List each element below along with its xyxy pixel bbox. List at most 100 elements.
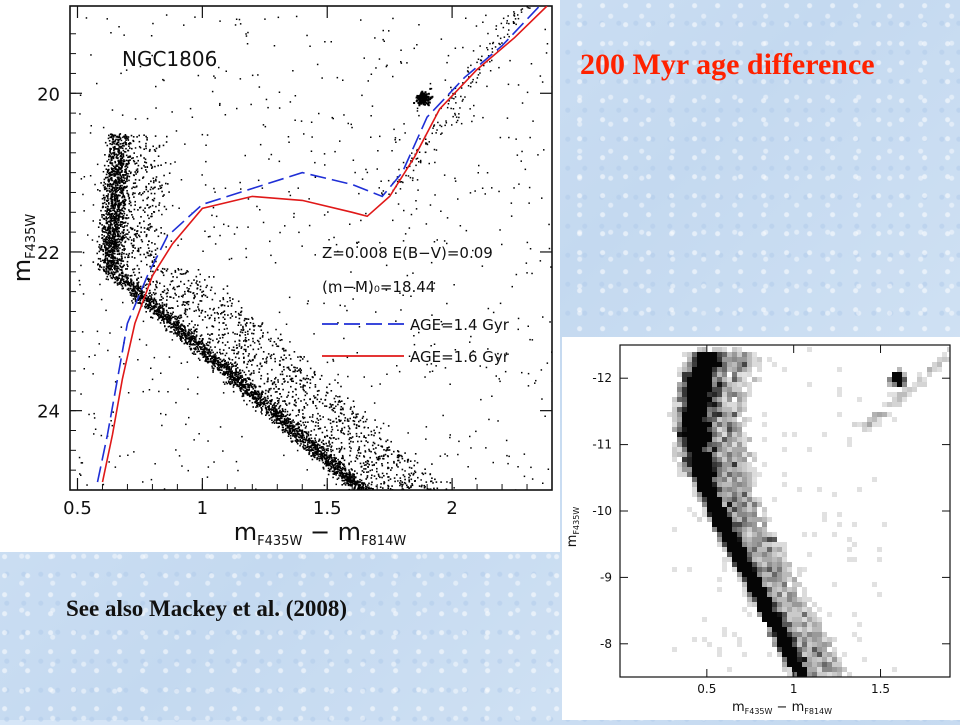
star-point: [158, 305, 161, 308]
star-point: [111, 135, 114, 137]
star-point: [177, 320, 179, 323]
star-point: [287, 426, 289, 429]
star-point: [112, 137, 114, 140]
star-point: [238, 339, 241, 342]
star-point: [198, 340, 200, 343]
star-point: [349, 476, 352, 479]
star-point: [112, 276, 115, 278]
star-point: [256, 399, 259, 402]
star-point: [274, 391, 277, 393]
star-point: [248, 389, 250, 391]
star-point: [314, 451, 316, 453]
star-point: [256, 364, 259, 367]
star-point: [374, 496, 376, 498]
star-point: [344, 474, 347, 477]
star-point: [114, 180, 116, 183]
star-point: [106, 257, 108, 260]
star-point: [123, 249, 125, 252]
star-point: [106, 251, 109, 254]
star-point: [186, 338, 188, 340]
star-point: [329, 460, 331, 463]
star-point: [170, 272, 173, 275]
star-point: [335, 417, 337, 420]
star-point: [226, 376, 229, 379]
star-point: [174, 325, 177, 327]
star-point: [260, 346, 262, 349]
star-point: [313, 453, 315, 455]
star-point: [348, 462, 350, 465]
star-point: [235, 367, 237, 370]
star-point: [103, 269, 105, 272]
star-point: [107, 239, 110, 242]
star-point: [321, 449, 324, 451]
star-point: [281, 429, 284, 432]
star-point: [238, 343, 241, 345]
star-point: [363, 456, 366, 458]
star-point: [125, 142, 127, 144]
star-point: [368, 487, 370, 489]
star-point: [106, 229, 108, 232]
star-point: [330, 430, 333, 433]
star-point: [389, 488, 392, 490]
star-point: [144, 166, 146, 168]
star-point: [265, 414, 267, 416]
star-point: [200, 300, 203, 302]
star-point: [111, 248, 114, 251]
star-point: [330, 467, 333, 469]
star-point: [228, 357, 230, 360]
star-point: [213, 367, 215, 370]
star-point: [257, 325, 260, 327]
star-point: [164, 315, 167, 317]
star-point: [106, 275, 109, 278]
star-point: [114, 252, 116, 255]
star-point: [382, 497, 384, 499]
star-point: [155, 306, 157, 308]
star-point: [161, 302, 164, 304]
star-point: [110, 223, 112, 226]
star-point: [256, 390, 259, 393]
star-point: [285, 429, 287, 432]
star-point: [120, 181, 122, 183]
star-point: [197, 308, 200, 310]
star-point: [368, 493, 370, 495]
star-point: [401, 455, 403, 458]
star-point: [240, 329, 243, 331]
star-point: [252, 394, 255, 397]
star-point: [204, 279, 206, 281]
star-point: [122, 279, 124, 281]
star-point: [296, 428, 298, 430]
star-point: [400, 454, 402, 457]
star-point: [338, 472, 341, 474]
star-point: [247, 378, 250, 380]
star-point: [147, 247, 150, 249]
star-point: [120, 216, 122, 218]
star-point: [318, 453, 321, 455]
star-point: [98, 235, 100, 238]
star-point: [375, 456, 378, 459]
star-point: [288, 426, 291, 428]
star-point: [338, 460, 340, 463]
star-point: [274, 357, 276, 360]
star-point: [281, 383, 284, 385]
star-point: [299, 420, 302, 422]
star-point: [370, 496, 372, 498]
star-point: [313, 447, 316, 449]
star-point: [418, 491, 420, 493]
star-point: [253, 325, 255, 328]
star-point: [300, 379, 303, 382]
star-point: [129, 275, 132, 277]
star-point: [154, 288, 156, 291]
star-point: [99, 249, 102, 251]
star-point: [236, 377, 239, 379]
star-point: [370, 496, 372, 498]
star-point: [350, 437, 353, 439]
star-point: [421, 472, 424, 474]
star-point: [110, 218, 113, 221]
star-point: [111, 192, 113, 195]
star-point: [154, 150, 157, 152]
star-point: [231, 373, 234, 375]
star-point: [115, 172, 118, 174]
star-point: [118, 219, 120, 221]
star-point: [151, 166, 154, 168]
star-point: [249, 328, 251, 331]
